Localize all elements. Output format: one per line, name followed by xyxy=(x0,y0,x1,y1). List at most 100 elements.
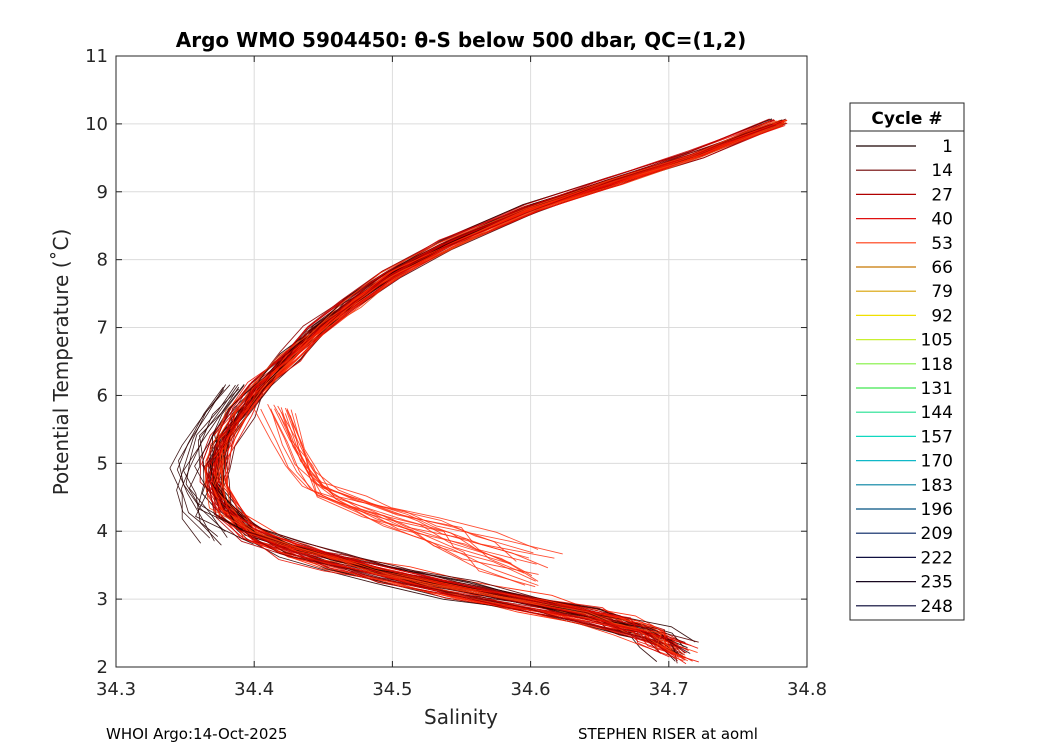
y-axis-ticks: 2 3 4 5 6 7 8 9 10 11 xyxy=(85,46,807,678)
profile-line xyxy=(218,122,782,659)
legend-label: 235 xyxy=(921,573,953,593)
profile-line xyxy=(207,123,773,654)
profile-line xyxy=(208,122,779,658)
footer-right-text: STEPHEN RISER at aoml xyxy=(578,725,758,743)
y-tick-label: 7 xyxy=(97,318,108,339)
grid xyxy=(116,56,807,667)
legend-label: 248 xyxy=(921,597,953,617)
profile-line xyxy=(216,122,787,655)
profile-branch-line xyxy=(277,405,530,559)
footer-left-text: WHOI Argo:14-Oct-2025 xyxy=(106,725,288,743)
y-tick-label: 4 xyxy=(97,521,108,542)
profile-line xyxy=(213,119,788,651)
profile-branch-line xyxy=(284,413,536,582)
profile-line xyxy=(203,124,777,657)
profile-line xyxy=(214,121,782,647)
legend-label: 157 xyxy=(921,427,953,447)
profile-line xyxy=(213,119,773,647)
profile-branch-line xyxy=(260,408,513,565)
profile-line xyxy=(217,122,788,661)
profile-line xyxy=(219,123,780,662)
profile-line xyxy=(212,122,785,648)
profile-line xyxy=(208,119,770,643)
x-tick-label: 34.5 xyxy=(372,679,412,700)
legend-label: 183 xyxy=(921,476,953,496)
profile-line xyxy=(220,125,784,663)
profile-line xyxy=(212,124,784,654)
profile-early-line xyxy=(180,386,240,537)
legend-items: 1 14 27 40 53 66 79 92 105 118 131 144 157 170 183 196 2… xyxy=(856,137,953,617)
y-tick-label: 2 xyxy=(97,657,108,678)
profile-line xyxy=(222,122,781,654)
legend-label: 144 xyxy=(921,403,953,423)
profile-line xyxy=(207,123,781,657)
profile-line xyxy=(201,121,772,650)
y-tick-label: 6 xyxy=(97,385,108,406)
profile-line xyxy=(212,120,777,647)
chart-title: Argo WMO 5904450: θ-S below 500 dbar, QC… xyxy=(176,28,746,52)
legend-label: 1 xyxy=(942,137,953,157)
legend-label: 66 xyxy=(931,258,953,278)
profile-branch-line xyxy=(274,408,517,562)
y-tick-label: 5 xyxy=(97,453,108,474)
profile-line xyxy=(213,122,776,662)
legend-label: 14 xyxy=(931,161,953,181)
profile-line xyxy=(216,122,782,654)
profile-line xyxy=(221,122,785,664)
profile-branch-line xyxy=(270,410,537,565)
legend-label: 53 xyxy=(931,234,953,254)
profile-early-line xyxy=(185,384,243,531)
legend-box xyxy=(849,102,965,621)
profile-line xyxy=(221,121,783,649)
legend-label: 118 xyxy=(921,355,953,375)
profile-line xyxy=(204,122,777,662)
y-tick-label: 11 xyxy=(85,46,108,67)
profile-line xyxy=(215,125,781,662)
profile-lines xyxy=(169,118,788,665)
profile-line xyxy=(205,122,779,646)
profile-early-line xyxy=(178,384,227,532)
y-tick-label: 10 xyxy=(85,114,108,135)
profile-line xyxy=(209,119,775,645)
x-tick-label: 34.4 xyxy=(234,679,274,700)
profile-line xyxy=(209,122,777,655)
legend-label: 131 xyxy=(921,379,953,399)
legend-label: 209 xyxy=(921,524,953,544)
profile-line xyxy=(216,120,787,651)
profile-branch-line xyxy=(270,408,539,575)
axes-frame xyxy=(115,55,808,668)
profile-line xyxy=(210,119,785,649)
legend: Cycle # 1 14 27 40 53 66 79 92 105 118 131 144 157 17… xyxy=(849,102,965,621)
legend-title: Cycle # xyxy=(871,109,942,129)
profile-line xyxy=(217,121,779,654)
x-axis-ticks: 34.3 34.4 34.5 34.6 34.7 34.8 xyxy=(96,56,827,700)
profile-line xyxy=(209,123,775,658)
profile-line xyxy=(201,123,770,662)
profile-branch-line xyxy=(284,407,563,555)
profile-line xyxy=(222,122,779,656)
profile-line xyxy=(215,121,778,649)
x-tick-label: 34.3 xyxy=(96,679,136,700)
y-axis-label: Potential Temperature (˚C) xyxy=(49,229,73,496)
profile-branch-line xyxy=(286,408,525,574)
profile-early-line xyxy=(169,389,225,544)
x-tick-label: 34.6 xyxy=(511,679,551,700)
profile-line xyxy=(206,123,778,658)
profile-early-line xyxy=(188,384,239,538)
profile-line xyxy=(226,119,787,650)
profile-line xyxy=(216,121,785,645)
profile-early-line xyxy=(194,384,254,545)
profile-line xyxy=(204,124,777,661)
legend-label: 92 xyxy=(931,306,953,326)
legend-label: 105 xyxy=(921,331,953,351)
legend-label: 79 xyxy=(931,282,953,302)
y-tick-label: 3 xyxy=(97,589,108,610)
y-tick-label: 9 xyxy=(97,182,108,203)
legend-label: 222 xyxy=(921,548,953,568)
profile-line xyxy=(224,120,784,649)
profile-line xyxy=(212,120,783,648)
profile-line xyxy=(199,118,770,645)
profile-line xyxy=(215,118,786,643)
y-tick-label: 8 xyxy=(97,250,108,271)
